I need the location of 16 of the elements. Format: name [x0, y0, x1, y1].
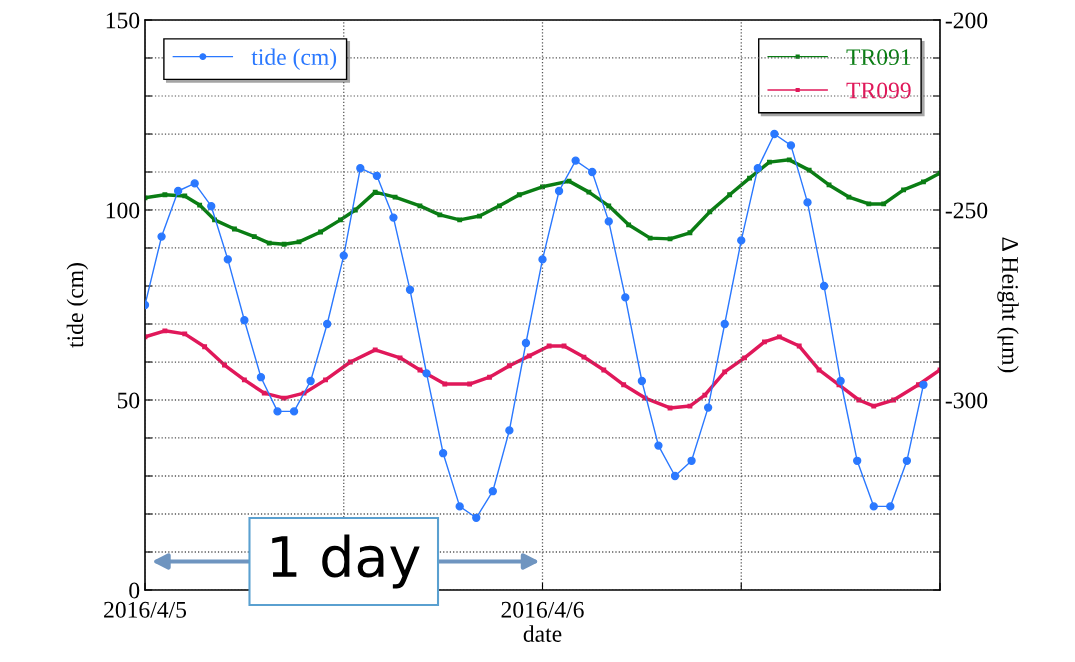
legend-label: tide (cm)	[251, 48, 337, 70]
y-tick-label: 150	[106, 12, 140, 29]
x-axis-title: date	[523, 625, 562, 642]
y-tick-label: 0	[129, 582, 140, 599]
y-tick-label: 50	[117, 392, 140, 409]
y2-tick-label: -200	[945, 12, 988, 29]
y2-tick-label: -250	[945, 202, 988, 219]
legend-label: TR099	[846, 82, 911, 99]
y-tick-label: 100	[106, 202, 140, 219]
y2-axis-title: Δ Height (μm)	[997, 237, 1019, 373]
x-tick-label: 2016/4/5	[104, 601, 187, 618]
y2-tick-label: -300	[945, 392, 988, 409]
legend-label: TR091	[846, 49, 911, 66]
annotation: 1 day	[272, 534, 420, 589]
x-tick-label: 2016/4/6	[501, 601, 584, 618]
y-axis-title: tide (cm)	[66, 263, 89, 348]
